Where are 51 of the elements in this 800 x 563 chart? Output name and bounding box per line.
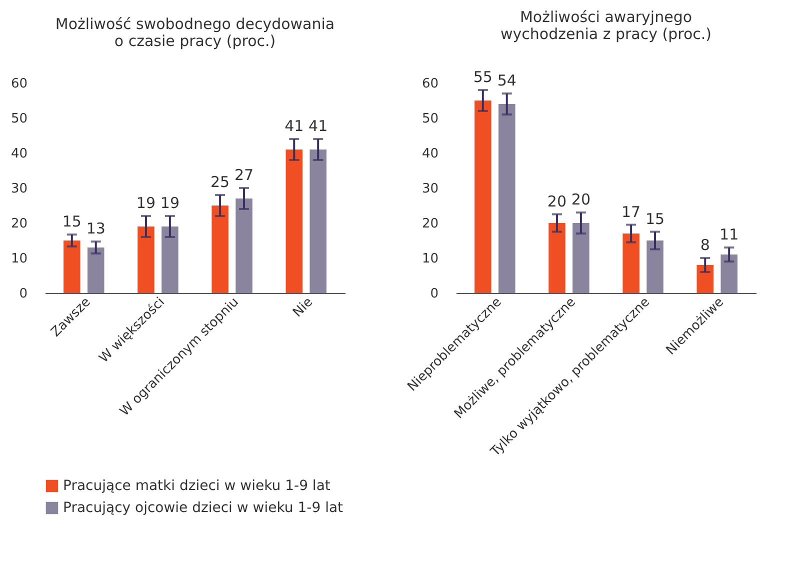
y-tick-label: 30 <box>10 182 28 196</box>
data-label: 17 <box>622 202 641 221</box>
legend-label: Pracujące matki dzieci w wieku 1-9 lat <box>63 478 331 494</box>
y-tick-label: 0 <box>19 286 28 302</box>
data-label: 11 <box>720 226 739 244</box>
bar <box>212 206 228 293</box>
bar <box>720 254 738 293</box>
y-tick-label: 50 <box>10 112 28 126</box>
bar <box>572 223 590 293</box>
y-tick-label: 40 <box>422 146 438 162</box>
chart-title: Możliwość swobodnego decydowania o czasie pracy (proc.) <box>55 15 335 50</box>
bar <box>646 240 664 293</box>
data-label: 27 <box>234 166 254 184</box>
bar <box>286 150 303 293</box>
bar <box>138 226 154 293</box>
y-tick-label: 10 <box>422 252 438 266</box>
bar <box>696 265 714 293</box>
bar <box>236 198 252 293</box>
y-tick-label: 50 <box>422 112 438 126</box>
y-tick-label: 40 <box>10 146 28 162</box>
y-tick-label: 0 <box>430 286 438 302</box>
bar <box>548 223 566 293</box>
chart-title: Możliwości awaryjnego wychodzenia z pracy (proc.) <box>500 8 712 43</box>
bar <box>498 104 516 293</box>
bar <box>310 150 326 293</box>
data-label: 8 <box>700 236 710 254</box>
data-label: 41 <box>284 117 304 135</box>
bar <box>162 226 178 293</box>
data-label: 15 <box>62 212 82 231</box>
data-label: 13 <box>86 220 106 238</box>
bar <box>474 100 492 293</box>
y-tick-label: 10 <box>10 252 28 266</box>
bar <box>64 240 80 293</box>
legend-label: Pracujący ojcowie dzieci w wieku 1-9 lat <box>63 500 344 516</box>
y-tick-label: 20 <box>422 216 438 232</box>
x-tick-label: Nie <box>290 294 316 320</box>
data-label: 54 <box>497 72 516 90</box>
bar <box>622 234 640 293</box>
data-label: 19 <box>136 194 156 212</box>
y-tick-label: 60 <box>422 76 438 92</box>
y-tick-label: 30 <box>422 182 438 196</box>
data-label: 15 <box>645 210 665 228</box>
data-label: 20 <box>571 190 590 208</box>
data-label: 25 <box>210 173 230 191</box>
y-tick-label: 60 <box>10 76 28 92</box>
bar <box>87 248 104 293</box>
data-label: 20 <box>547 192 567 210</box>
data-label: 19 <box>160 194 180 212</box>
y-tick-label: 20 <box>10 216 28 232</box>
data-label: 55 <box>473 68 492 86</box>
data-label: 41 <box>308 117 328 135</box>
